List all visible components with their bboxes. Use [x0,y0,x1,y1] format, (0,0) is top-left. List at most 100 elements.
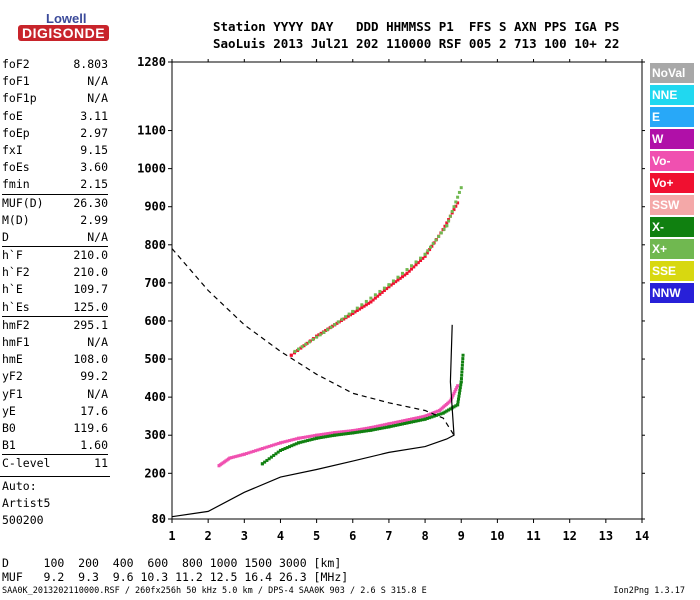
echo-point [283,440,287,444]
echo-point [423,414,427,418]
echo-point [274,452,278,456]
echo-point [403,273,407,277]
param-label: yF1 [2,386,23,401]
echo-point [306,439,310,443]
param-row: yF2 99.2 [2,368,108,385]
echo-point [410,267,414,271]
echo-point [267,457,271,461]
param-row: foF1 N/A [2,73,108,90]
param-value: 1.60 [80,438,108,453]
echo-point [353,428,357,432]
legend-item: X- [650,217,694,237]
echo-point [456,403,460,407]
muf-distance-row: D 100 200 400 600 800 1000 1500 3000 [km… [2,556,342,570]
echo-point [349,431,353,435]
param-value: 295.1 [73,317,108,332]
echo-point [326,432,330,436]
echo-point [303,435,307,439]
echo-point [456,384,460,388]
param-label: foF1 [2,74,30,89]
echo-point [423,252,427,256]
echo-point [276,442,280,446]
echo-point [458,388,462,392]
echo-point [391,279,395,283]
density-profile-line [171,324,455,518]
echo-point [423,254,427,258]
echo-point [290,444,294,448]
echo-point [325,328,329,332]
legend-item: Vo- [650,151,694,171]
param-label: hmE [2,352,23,367]
param-value: 3.60 [80,160,108,175]
echo-point [407,421,411,425]
legend-item: NNW [650,283,694,303]
echo-point [315,335,319,339]
echo-point [376,294,380,298]
y-tick-label: 600 [144,314,166,328]
echo-point [416,419,420,423]
echo-point [245,452,249,456]
x-tick-label: 9 [458,529,465,543]
echo-point [351,429,355,433]
auto-program: Artist5 [2,496,51,510]
x-tick-label: 11 [526,529,540,543]
echo-point [380,290,384,294]
echo-point [459,377,463,381]
param-label: fxI [2,142,23,157]
echo-point [233,455,237,459]
echo-point [454,204,458,208]
echo-point [369,300,373,304]
echo-point [387,283,391,287]
echo-point [454,200,458,204]
echo-point [290,438,294,442]
x-tick-label: 2 [205,529,212,543]
echo-point [450,395,454,399]
echo-point [382,423,386,427]
echo-point [394,420,398,424]
density-profile-dashed-line [171,248,455,436]
echo-point [339,430,343,434]
param-row: M(D) 2.99 [2,212,108,229]
echo-point [337,430,341,434]
echo-point [455,386,459,390]
echo-point [456,400,460,404]
param-label: B0 [2,420,16,435]
echo-point [373,296,377,300]
param-value: 99.2 [80,369,108,384]
echo-point [443,410,447,414]
echo-point [425,251,429,255]
echo-point [299,436,303,440]
echo-point [391,421,395,425]
echo-point [428,248,432,252]
echo-point [398,276,402,280]
echo-point [328,434,332,438]
echo-point [315,436,319,440]
echo-point [293,349,297,353]
echo-point [456,201,460,205]
echo-point [312,437,316,441]
param-label: C-level [2,456,51,471]
echo-point [452,208,456,212]
legend-item: Vo+ [650,173,694,193]
echo-point [403,418,407,422]
param-row: C-level 11 [2,454,108,472]
echo-point [434,238,438,242]
legend-item: E [650,107,694,127]
echo-point [351,311,355,315]
echo-point [367,426,371,430]
echo-point [425,413,429,417]
echo-point [376,424,380,428]
echo-point [436,409,440,413]
y-tick-label: 80 [152,512,166,526]
echo-point [460,363,464,367]
echo-point [358,430,362,434]
echo-point [263,460,267,464]
echo-point [439,412,443,416]
echo-point [461,360,465,364]
echo-point [326,434,330,438]
echo-point [371,298,375,302]
echo-point [378,424,382,428]
echo-point [355,308,359,312]
echo-point [267,444,271,448]
echo-point [292,443,296,447]
